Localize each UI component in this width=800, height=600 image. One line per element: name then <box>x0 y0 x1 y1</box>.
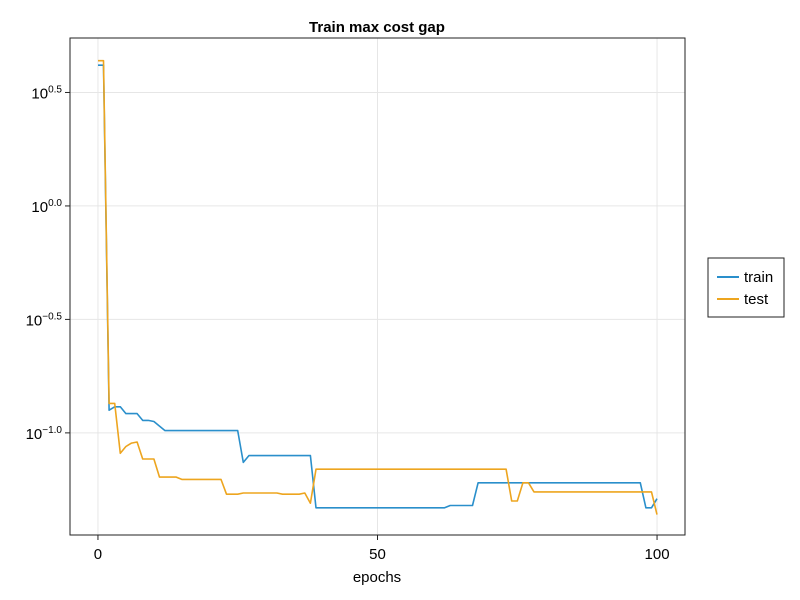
series-line-test <box>98 59 658 515</box>
y-tick-exponent: 0.5 <box>48 84 62 95</box>
x-tick-label: 0 <box>94 546 102 563</box>
grid <box>70 38 685 535</box>
series-line-train <box>98 64 658 509</box>
chart-title: Train max cost gap <box>309 19 445 36</box>
y-tick-base: 10 <box>26 312 43 329</box>
y-tick-exponent: −1.0 <box>42 425 62 436</box>
series-lines <box>98 59 658 515</box>
y-tick-exponent: 0.0 <box>48 198 62 209</box>
x-axis-label: epochs <box>353 569 401 586</box>
y-tick-base: 10 <box>31 85 48 102</box>
legend-label-test: test <box>744 291 769 308</box>
x-tick-label: 100 <box>645 546 670 563</box>
y-tick-label: 100.5 <box>31 84 62 102</box>
y-tick-exponent: −0.5 <box>42 311 62 322</box>
y-tick-base: 10 <box>31 199 48 216</box>
legend-box <box>707 257 785 318</box>
y-tick-base: 10 <box>26 426 43 443</box>
legend-label-train: train <box>744 269 773 286</box>
y-tick-label: 10−0.5 <box>26 311 63 329</box>
y-tick-label: 10−1.0 <box>26 425 63 443</box>
x-axis-ticks: 0 50 100 <box>94 535 670 563</box>
x-tick-label: 50 <box>369 546 386 563</box>
legend: train test <box>707 257 785 318</box>
y-tick-label: 100.0 <box>31 198 62 216</box>
